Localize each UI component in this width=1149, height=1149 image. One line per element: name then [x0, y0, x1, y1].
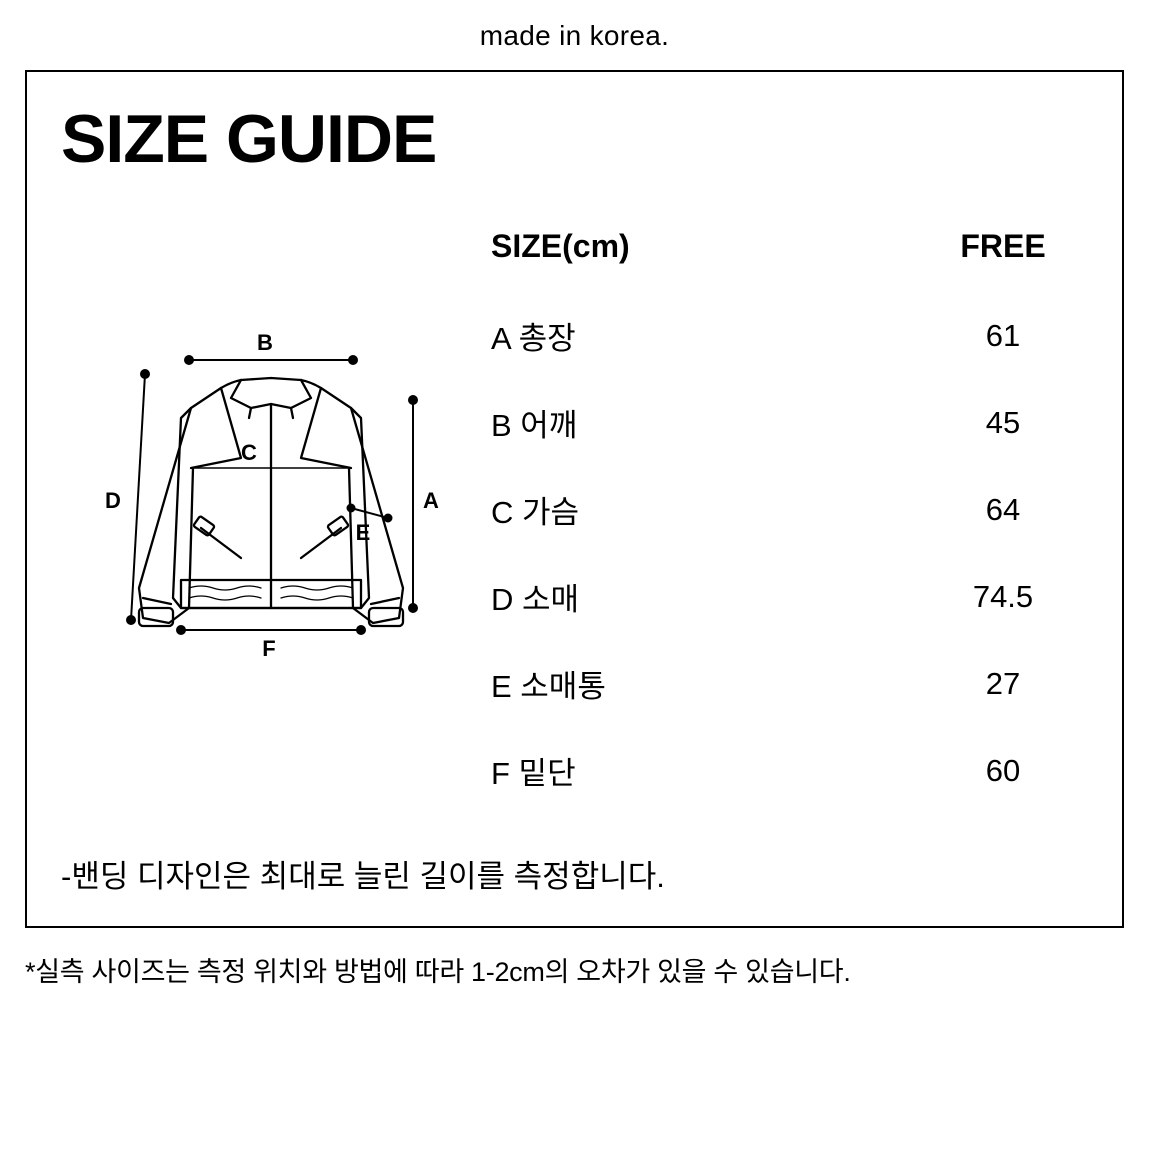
row-value: 74.5 [918, 579, 1088, 615]
row-label: F 밑단 [491, 748, 918, 793]
row-label: D 소매 [491, 574, 918, 619]
row-label: E 소매통 [491, 661, 918, 706]
dim-label-d: D [105, 488, 121, 513]
row-value: 64 [918, 492, 1088, 528]
jacket-diagram: B A D C E F [81, 308, 461, 688]
size-guide-title: SIZE GUIDE [61, 100, 1088, 178]
table-row: D 소매 74.5 [491, 574, 1088, 619]
size-table-header: SIZE(cm) FREE [491, 228, 1088, 265]
diagram-column: B A D C E F [61, 228, 481, 688]
table-row: B 어깨 45 [491, 400, 1088, 445]
row-label: B 어깨 [491, 400, 918, 445]
header-label: SIZE(cm) [491, 228, 918, 265]
dim-label-f: F [262, 636, 275, 661]
row-label: A 총장 [491, 313, 918, 358]
measurement-footnote: *실측 사이즈는 측정 위치와 방법에 따라 1-2cm의 오차가 있을 수 있… [25, 950, 1124, 989]
size-guide-box: SIZE GUIDE [25, 70, 1124, 928]
row-value: 27 [918, 666, 1088, 702]
table-row: F 밑단 60 [491, 748, 1088, 793]
row-value: 60 [918, 753, 1088, 789]
header-value: FREE [918, 228, 1088, 265]
banding-note: -밴딩 디자인은 최대로 늘린 길이를 측정합니다. [61, 851, 1088, 896]
row-label: C 가슴 [491, 487, 918, 532]
table-row: E 소매통 27 [491, 661, 1088, 706]
dim-label-b: B [257, 330, 273, 355]
dim-label-c: C [241, 440, 257, 465]
table-row: C 가슴 64 [491, 487, 1088, 532]
dim-label-e: E [356, 520, 371, 545]
table-row: A 총장 61 [491, 313, 1088, 358]
row-value: 61 [918, 318, 1088, 354]
dim-label-a: A [423, 488, 439, 513]
row-value: 45 [918, 405, 1088, 441]
size-table: SIZE(cm) FREE A 총장 61 B 어깨 45 C 가슴 64 D … [481, 228, 1088, 803]
made-in-label: made in korea. [25, 20, 1124, 52]
content-row: B A D C E F SIZE(cm) FREE A 총장 61 B 어깨 4… [61, 228, 1088, 803]
